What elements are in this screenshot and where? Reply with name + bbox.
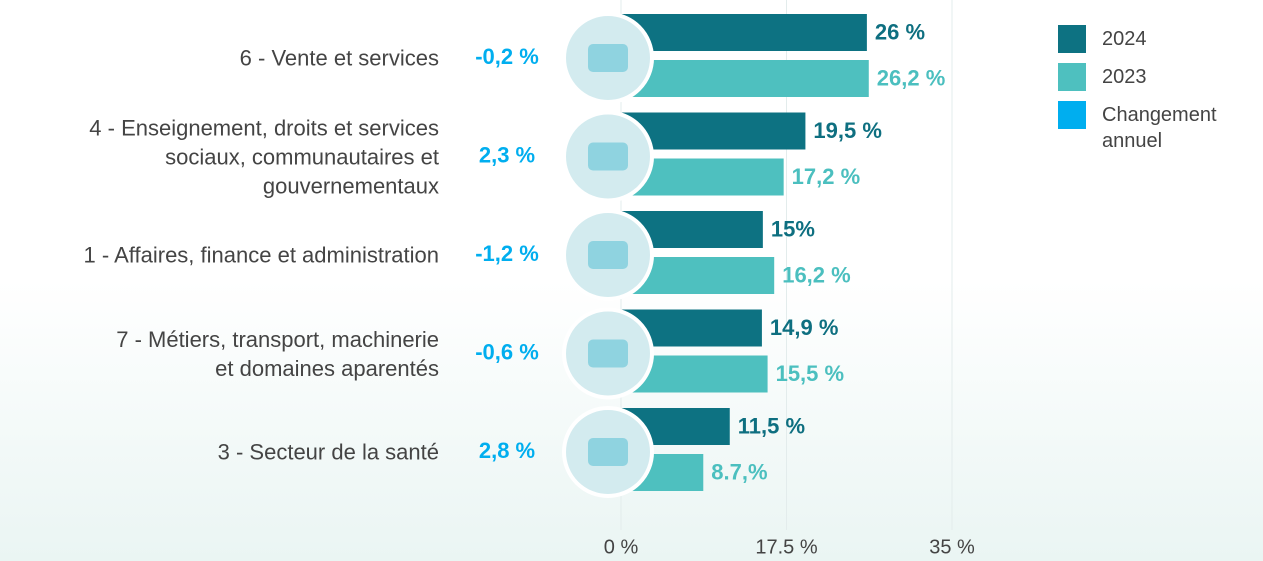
icon (588, 339, 628, 368)
change-label: 2,8 % (479, 438, 535, 463)
icon (588, 438, 628, 466)
icon (588, 142, 628, 171)
x-tick-label: 17.5 % (755, 536, 817, 558)
icon (588, 241, 628, 269)
category-label: 4 - Enseignement, droits et services soc… (89, 115, 439, 198)
value-label: 15% (771, 216, 815, 241)
x-tick-label: 35 % (929, 536, 975, 558)
bar (621, 60, 869, 97)
value-label: 8.7,% (711, 459, 767, 484)
category-label: 1 - Affaires, finance et administration (83, 242, 439, 268)
value-label: 15,5 % (776, 361, 845, 386)
bar (621, 14, 867, 51)
icon (588, 44, 628, 72)
change-label: 2,3 % (479, 142, 535, 167)
legend-swatch (1058, 25, 1086, 53)
legend-swatch (1058, 101, 1086, 129)
category-label: 3 - Secteur de la santé (217, 439, 439, 465)
legend-swatch (1058, 63, 1086, 91)
value-label: 14,9 % (770, 315, 839, 340)
change-label: -0,2 % (475, 44, 539, 69)
change-label: -0,6 % (475, 339, 539, 364)
value-label: 16,2 % (782, 262, 851, 287)
value-label: 26 % (875, 19, 925, 44)
change-label: -1,2 % (475, 241, 539, 266)
legend-label: 2024 (1102, 28, 1147, 50)
legend-label: 2023 (1102, 66, 1147, 88)
value-label: 19,5 % (813, 118, 882, 143)
value-label: 17,2 % (792, 164, 861, 189)
category-label: 6 - Vente et services (239, 45, 439, 71)
value-label: 11,5 % (738, 413, 805, 438)
legend-label: Changement annuel (1102, 104, 1217, 152)
x-tick-label: 0 % (604, 536, 639, 558)
category-label: 7 - Métiers, transport, machinerie et do… (116, 326, 439, 381)
value-label: 26,2 % (877, 65, 946, 90)
